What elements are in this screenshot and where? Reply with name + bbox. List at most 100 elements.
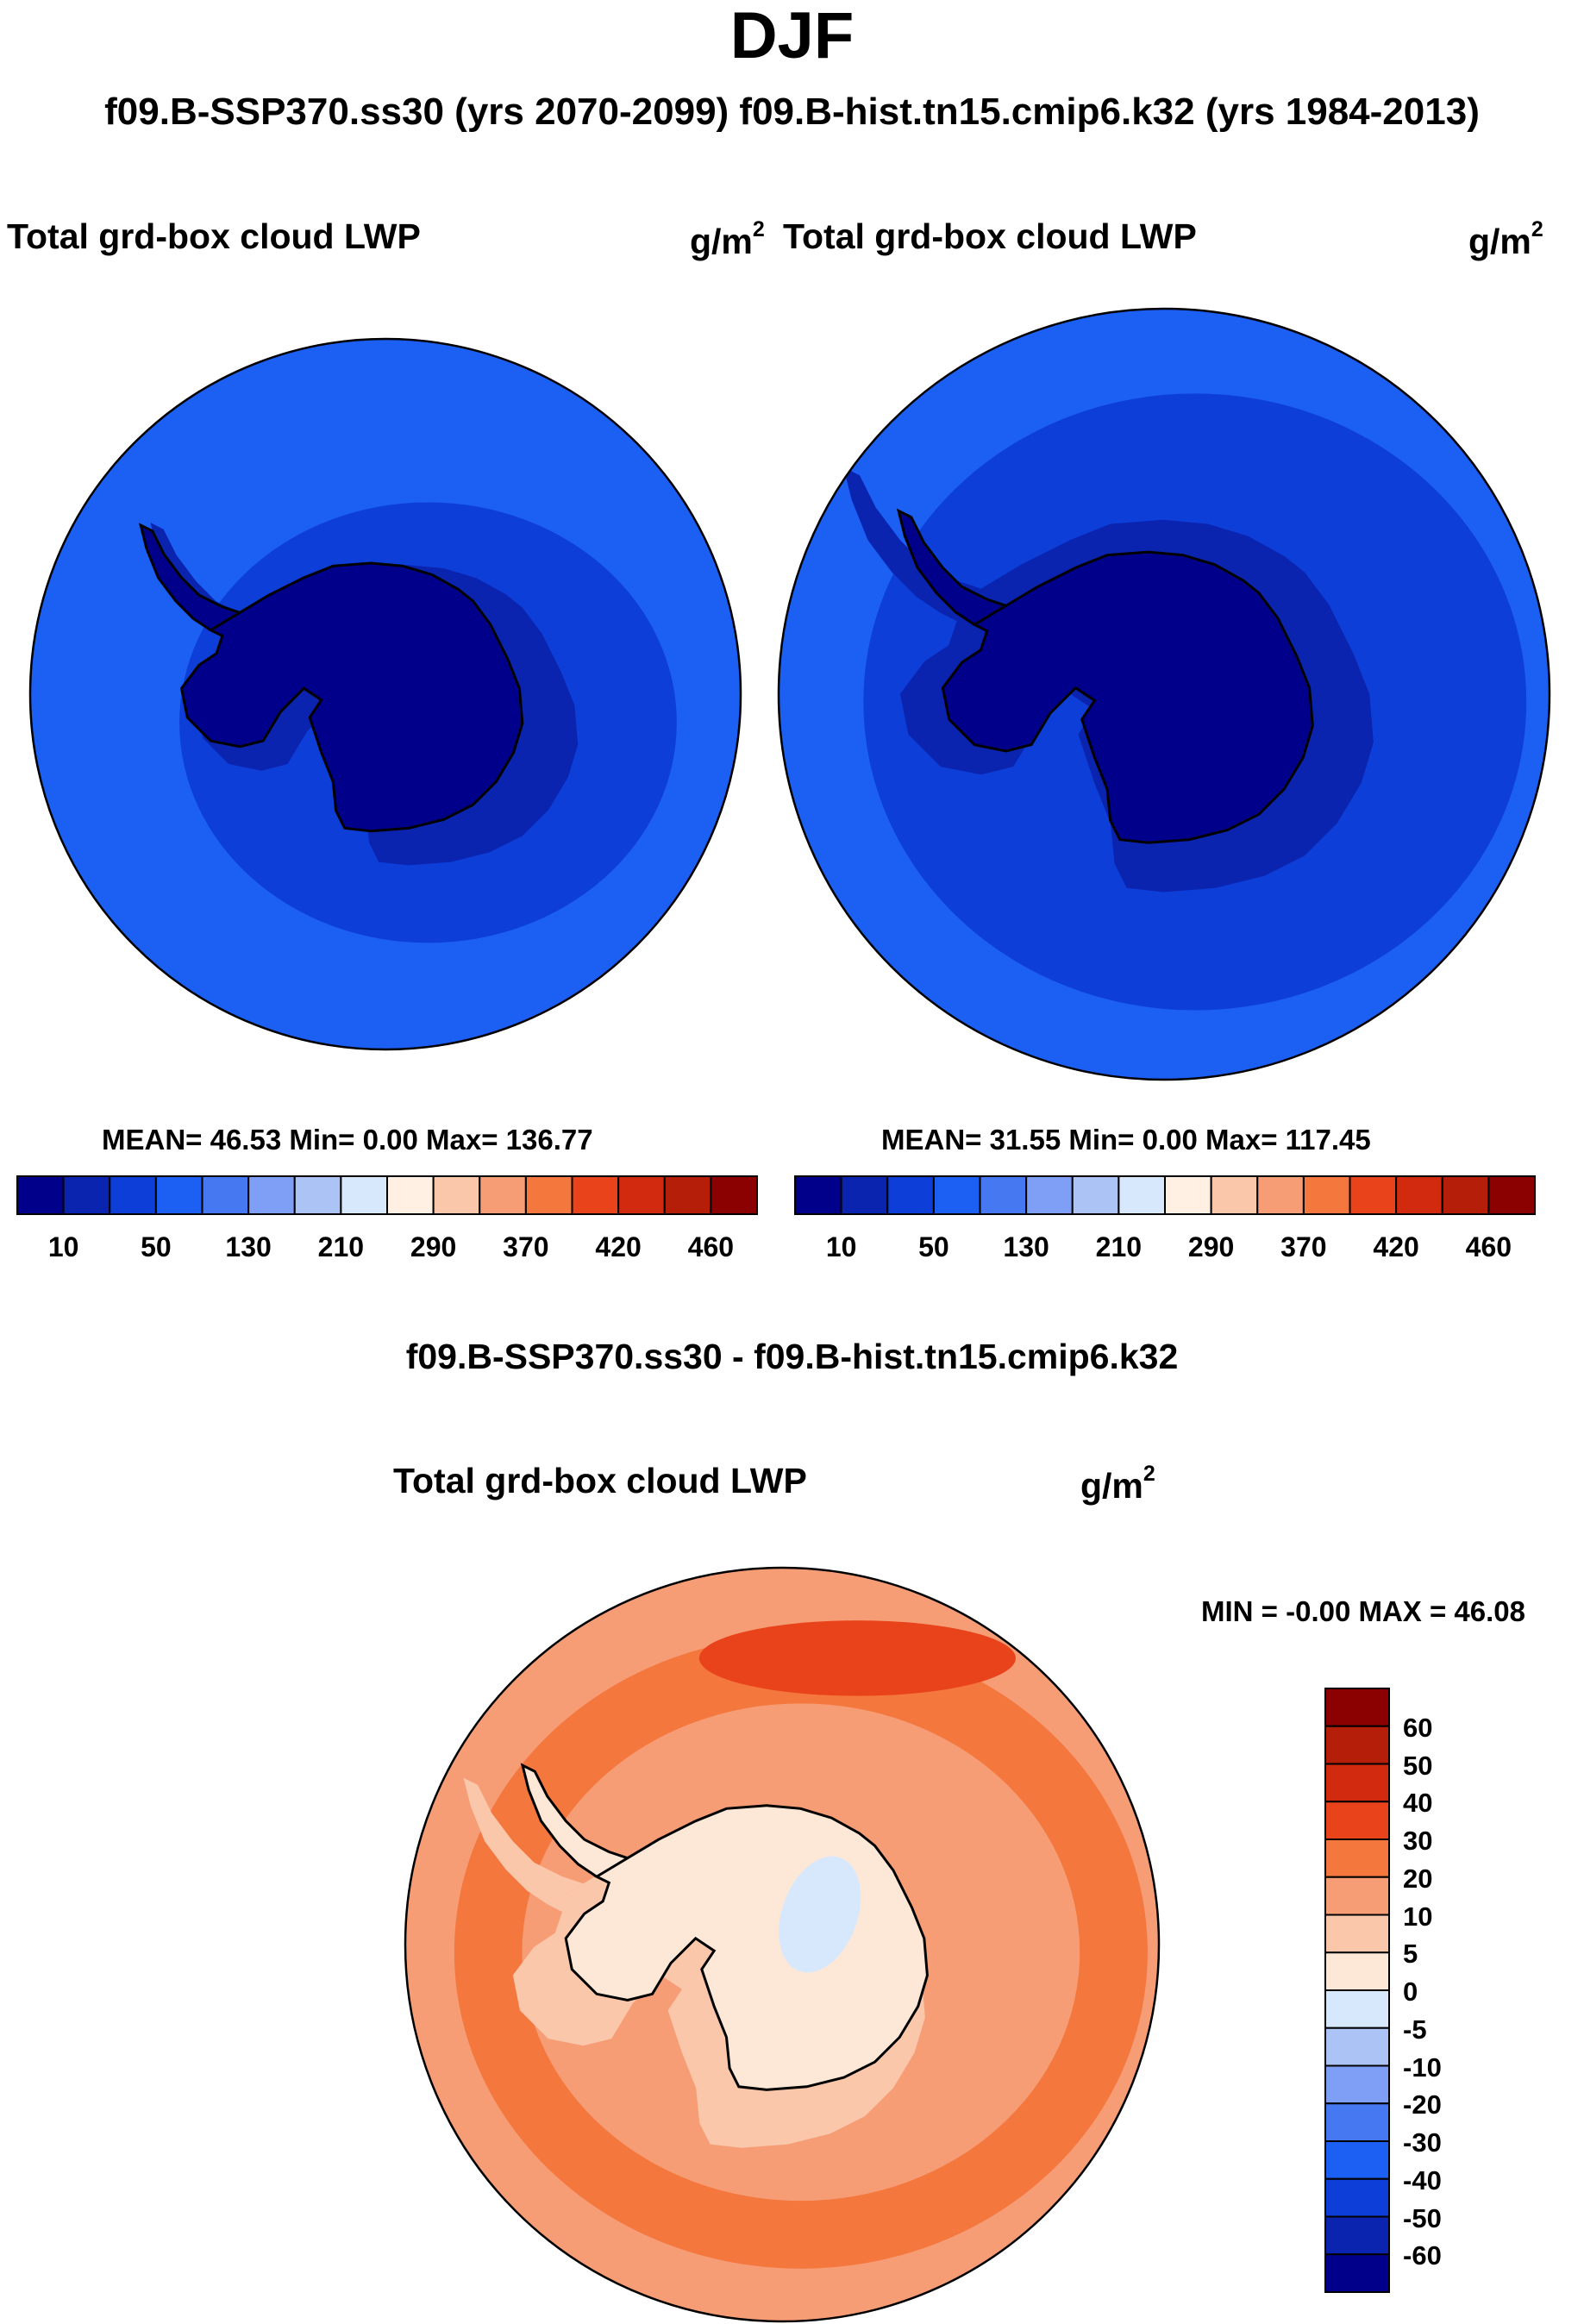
panel2-colorbar-box [1025, 1175, 1074, 1215]
panel2-stats: MEAN= 31.55 Min= 0.00 Max= 117.45 [881, 1124, 1371, 1156]
panel1-map-boundary [28, 337, 742, 1051]
panel1-map-peninsula-coastline [138, 523, 241, 631]
panel1-colorbar [16, 1175, 758, 1215]
panel1-colorbar-box [710, 1175, 758, 1215]
panel2-colorbar-box [794, 1175, 842, 1215]
panel1-colorbar-box [109, 1175, 157, 1215]
panel2-colorbar-tick-label: 460 [1465, 1231, 1512, 1262]
panel1-stats: MEAN= 46.53 Min= 0.00 Max= 136.77 [102, 1124, 593, 1156]
difference-label: Total grd-box cloud LWP [393, 1461, 807, 1500]
panel2-colorbar-tick-label: 290 [1187, 1231, 1235, 1262]
panel2-label: Total grd-box cloud LWP [783, 216, 1197, 256]
panel2-colorbar [794, 1175, 1536, 1215]
panel2-colorbar-box [1395, 1175, 1443, 1215]
difference-colorbar-box [1324, 2102, 1390, 2142]
panel1-label: Total grd-box cloud LWP [7, 216, 421, 256]
difference-colorbar-tick-label: -60 [1403, 2240, 1442, 2271]
difference-colorbar-box [1324, 2064, 1390, 2105]
difference-colorbar-box [1324, 2140, 1390, 2180]
panel1-colorbar-box [432, 1175, 481, 1215]
difference-map-neg-patch [779, 1856, 861, 1973]
difference-colorbar-box [1324, 2253, 1390, 2293]
panel2-colorbar-tick-label: 420 [1373, 1231, 1419, 1262]
panel2-colorbar-box [1349, 1175, 1398, 1215]
difference-title: f09.B-SSP370.ss30 - f09.B-hist.tn15.cmip… [405, 1337, 1179, 1376]
difference-colorbar-box [1324, 1951, 1390, 1991]
difference-colorbar-tick-label: 50 [1403, 1750, 1433, 1781]
panel1-colorbar-box [16, 1175, 65, 1215]
difference-colorbar-tick-label: 30 [1403, 1826, 1433, 1856]
difference-colorbar-tick-label: 0 [1403, 1976, 1418, 2007]
difference-map-boundary [404, 1566, 1161, 2323]
difference-colorbar-box [1324, 2026, 1390, 2067]
difference-colorbar-tick-label: 5 [1403, 1939, 1418, 1970]
panel2-map-peninsula-coastline [896, 508, 1007, 626]
difference-colorbar-tick-label: -10 [1403, 2052, 1442, 2083]
panel2-colorbar-tick-label: 10 [825, 1231, 857, 1262]
difference-units: g/m2 [1080, 1462, 1155, 1506]
panel1-map-land [181, 563, 523, 831]
difference-map-shelf-peninsula [463, 1777, 584, 1905]
difference-colorbar-box [1324, 2215, 1390, 2256]
difference-colorbar-box [1324, 1914, 1390, 1954]
difference-colorbar-box [1324, 1989, 1390, 2029]
difference-colorbar-box [1324, 1763, 1390, 1803]
panel2-colorbar-box [1118, 1175, 1166, 1215]
difference-map-north-max [698, 1620, 1016, 1696]
panel2-map-coastline [941, 550, 1314, 844]
difference-colorbar-box [1324, 1839, 1390, 1878]
difference-colorbar-tick-label: -50 [1403, 2202, 1442, 2233]
panel1-colorbar-box [247, 1175, 296, 1215]
panel2-colorbar-tick-label: 370 [1280, 1231, 1327, 1262]
panel1-colorbar-tick-label: 50 [141, 1231, 172, 1262]
panel2-colorbar-box [1256, 1175, 1305, 1215]
panel2-colorbar-box [979, 1175, 1028, 1215]
panel1-colorbar-tick-label: 460 [687, 1231, 735, 1262]
panel1-colorbar-box [340, 1175, 388, 1215]
panel1-colorbar-tick-label: 130 [225, 1231, 272, 1262]
difference-map [404, 1566, 1161, 2323]
panel2-map [777, 307, 1551, 1081]
difference-map-peninsula-coastline [520, 1763, 629, 1878]
panel2-colorbar-tick-label: 50 [918, 1231, 949, 1262]
panel1-colorbar-box [201, 1175, 250, 1215]
panel2-colorbar-box [932, 1175, 981, 1215]
panel1-colorbar-box [62, 1175, 111, 1215]
panel2-map-boundary [777, 307, 1551, 1081]
difference-stats: MIN = -0.00 MAX = 46.08 [1201, 1595, 1526, 1627]
difference-colorbar-box [1324, 1725, 1390, 1765]
panel2-colorbar-box [1487, 1175, 1536, 1215]
panel1-units: g/m2 [690, 217, 765, 261]
panel2-colorbar-box [1164, 1175, 1212, 1215]
figure-title: DJF [729, 0, 855, 72]
difference-colorbar-tick-label: 60 [1403, 1712, 1433, 1743]
panel1-colorbar-tick-label: 10 [47, 1231, 79, 1262]
panel1-map-coastline [179, 561, 524, 833]
difference-colorbar-tick-label: 40 [1403, 1788, 1433, 1819]
panel2-map-land [942, 552, 1313, 843]
panel2-colorbar-box [840, 1175, 889, 1215]
difference-colorbar-tick-label: 10 [1403, 1901, 1433, 1932]
panel1-map [28, 337, 742, 1051]
figure-subtitle: f09.B-SSP370.ss30 (yrs 2070-2099) f09.B-… [104, 91, 1480, 133]
panel1-colorbar-box [154, 1175, 203, 1215]
panel2-colorbar-box [1210, 1175, 1259, 1215]
panel1-colorbar-box [663, 1175, 712, 1215]
difference-colorbar-box [1324, 1801, 1390, 1840]
difference-colorbar [1324, 1688, 1390, 2293]
panel1-colorbar-box [617, 1175, 666, 1215]
difference-colorbar-box [1324, 1688, 1390, 1727]
panel2-units: g/m2 [1468, 217, 1543, 261]
panel2-colorbar-box [886, 1175, 935, 1215]
panel2-colorbar-box [1302, 1175, 1351, 1215]
difference-colorbar-tick-label: -40 [1403, 2164, 1442, 2196]
panel1-colorbar-box [293, 1175, 342, 1215]
difference-colorbar-box [1324, 1876, 1390, 1916]
difference-map-coastline [564, 1804, 929, 2091]
difference-colorbar-tick-label: -30 [1403, 2127, 1442, 2158]
panel1-colorbar-box [524, 1175, 573, 1215]
panel1-colorbar-tick-label: 370 [503, 1231, 549, 1262]
panel1-colorbar-box [571, 1175, 620, 1215]
difference-colorbar-tick-label: -20 [1403, 2089, 1442, 2120]
